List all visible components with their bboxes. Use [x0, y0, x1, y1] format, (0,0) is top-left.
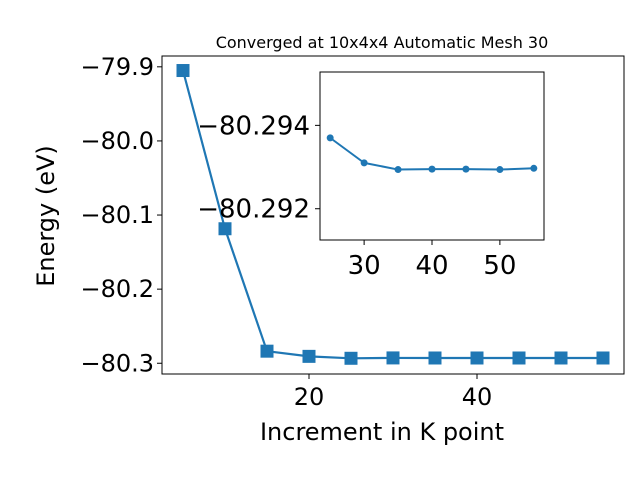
- inset-x-tick-label: 50: [483, 251, 516, 281]
- main-data-point: [386, 351, 400, 365]
- main-y-tick-label: −80.3: [80, 349, 154, 377]
- main-data-point: [470, 351, 484, 365]
- main-ticks: 20 40 −79.9 −80.0 −80.1 −80.2 −80.3: [80, 53, 492, 411]
- main-y-tick-label: −80.1: [80, 201, 154, 229]
- main-y-tick-label: −80.0: [80, 127, 154, 155]
- x-axis-label: Increment in K point: [260, 418, 504, 446]
- main-series: [176, 64, 610, 365]
- main-data-point: [554, 351, 568, 365]
- inset-series: [326, 134, 538, 174]
- main-data-point: [596, 351, 610, 365]
- main-plot: 20 40 −79.9 −80.0 −80.1 −80.2 −80.3: [80, 53, 625, 411]
- chart-title: Converged at 10x4x4 Automatic Mesh 30: [216, 33, 549, 52]
- inset-data-point: [462, 165, 470, 173]
- main-data-point: [302, 349, 316, 363]
- main-plot-frame: [161, 55, 625, 375]
- inset-ticks: 30 40 50 −80.294 −80.292: [197, 111, 516, 281]
- main-x-tick-label: 40: [462, 383, 493, 411]
- inset-data-point: [496, 166, 504, 174]
- inset-background: [320, 72, 544, 240]
- inset-data-point: [394, 166, 402, 174]
- inset-y-tick-label: −80.294: [197, 111, 310, 141]
- main-data-point: [344, 351, 358, 365]
- inset-plot-frame: [319, 71, 545, 241]
- main-data-point: [428, 351, 442, 365]
- main-data-point: [512, 351, 526, 365]
- inset-data-point: [530, 164, 538, 172]
- inset-data-point: [428, 165, 436, 173]
- main-data-point: [176, 64, 190, 78]
- inset-data-point: [326, 134, 334, 142]
- main-y-tick-label: −79.9: [80, 53, 154, 81]
- inset-x-tick-label: 30: [348, 251, 381, 281]
- y-axis-label: Energy (eV): [32, 145, 60, 287]
- main-y-tick-label: −80.2: [80, 275, 154, 303]
- main-x-tick-label: 20: [294, 383, 325, 411]
- main-data-point: [218, 222, 232, 236]
- inset-data-point: [360, 159, 368, 167]
- main-data-point: [260, 344, 274, 358]
- inset-y-tick-label: −80.292: [197, 195, 310, 225]
- inset-plot: 30 40 50 −80.294 −80.292: [197, 71, 545, 281]
- inset-x-tick-label: 40: [415, 251, 448, 281]
